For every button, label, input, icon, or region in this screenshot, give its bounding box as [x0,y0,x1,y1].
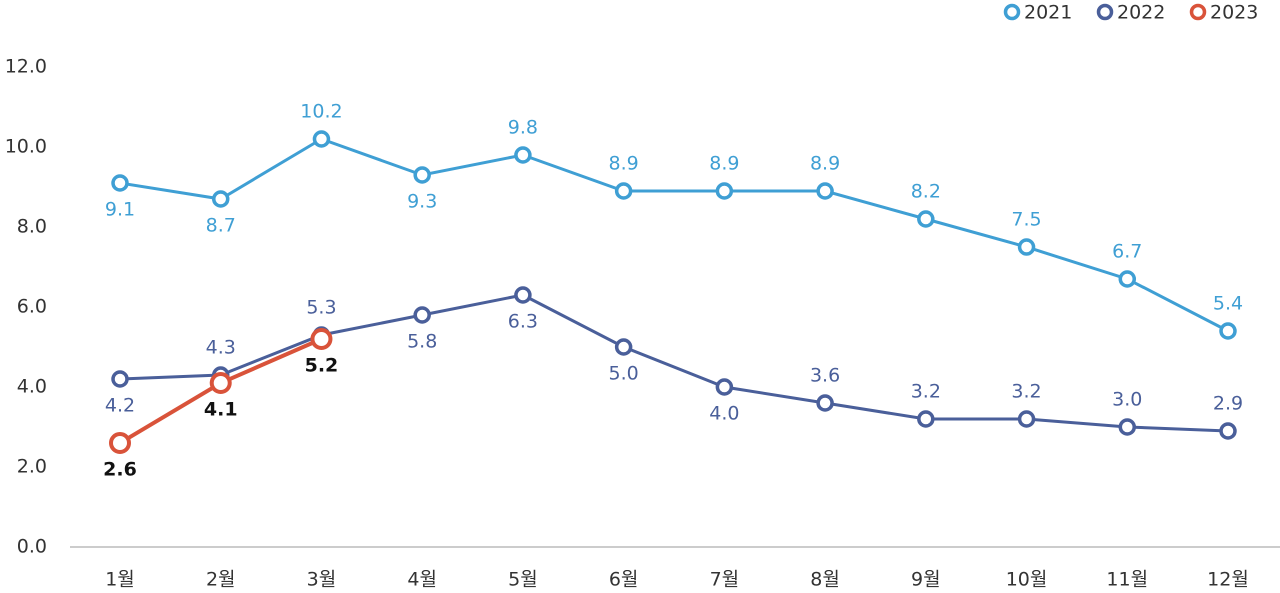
x-tick-label: 10월 [1006,569,1048,591]
point [614,182,633,200]
data-label: 8.2 [911,181,941,203]
point [1219,422,1237,440]
y-tick-label: 0.0 [17,536,47,558]
x-tick-label: 8월 [810,569,840,591]
point [111,370,129,388]
point [413,306,431,324]
point [209,372,232,394]
data-label: 9.8 [508,117,538,139]
x-tick-label: 2월 [206,569,236,591]
data-label: 5.0 [609,363,639,385]
data-label: 4.3 [206,337,236,359]
data-label: 5.2 [305,355,339,377]
point [715,378,734,396]
point [614,338,633,356]
point [917,410,935,428]
data-label: 3.0 [1112,389,1142,411]
data-label: 4.1 [204,399,238,421]
y-tick-label: 10.0 [5,136,47,158]
data-label: 3.2 [1011,381,1041,403]
point [514,286,532,304]
data-label: 8.9 [709,153,739,175]
point [211,190,230,208]
data-label: 8.9 [609,153,639,175]
legend-label: 2021 [1024,2,1072,24]
legend-marker [1096,3,1114,21]
data-label: 7.5 [1011,209,1041,231]
x-tick-label: 6월 [609,569,639,591]
data-label: 5.8 [407,331,437,353]
series-line [119,293,1229,433]
y-tick-label: 8.0 [17,216,47,238]
y-tick-label: 2.0 [17,456,47,478]
point [715,182,734,200]
point [109,432,131,454]
point [514,146,532,164]
x-tick-label: 3월 [307,569,337,591]
x-tick-label: 1월 [105,569,135,591]
y-tick-label: 4.0 [17,376,47,398]
data-label: 3.6 [810,365,840,387]
y-tick-label: 12.0 [5,56,47,78]
data-label: 9.1 [105,199,135,221]
point [816,394,834,412]
x-tick-label: 12월 [1207,569,1249,591]
y-tick-label: 6.0 [17,296,47,318]
data-label: 4.2 [105,395,135,417]
x-tick-label: 7월 [710,569,740,591]
x-tick-label: 5월 [508,569,538,591]
x-tick-label: 4월 [407,569,437,591]
data-label: 2.9 [1213,393,1243,415]
point [111,174,129,192]
point [312,130,331,148]
point [1118,418,1137,436]
point [816,182,834,200]
legend-marker [1003,3,1021,21]
data-label: 2.6 [103,459,137,481]
point [310,328,333,350]
point [1017,238,1036,256]
legend-label: 2023 [1210,2,1258,24]
data-label: 4.0 [709,403,739,425]
data-label: 6.7 [1112,241,1142,263]
point [917,210,935,228]
point [1017,410,1036,428]
data-label: 5.4 [1213,293,1243,315]
data-label: 6.3 [508,311,538,333]
data-label: 9.3 [407,191,437,213]
x-tick-label: 11월 [1106,569,1148,591]
legend-marker [1189,3,1207,21]
legend-label: 2022 [1117,2,1165,24]
series-line [119,137,1229,333]
data-label: 5.3 [306,297,336,319]
point [413,166,431,184]
data-label: 3.2 [911,381,941,403]
x-tick-label: 9월 [911,569,941,591]
point [1219,322,1237,340]
data-label: 8.9 [810,153,840,175]
point [1118,270,1137,288]
data-label: 8.7 [206,215,236,237]
data-label: 10.2 [300,101,342,123]
